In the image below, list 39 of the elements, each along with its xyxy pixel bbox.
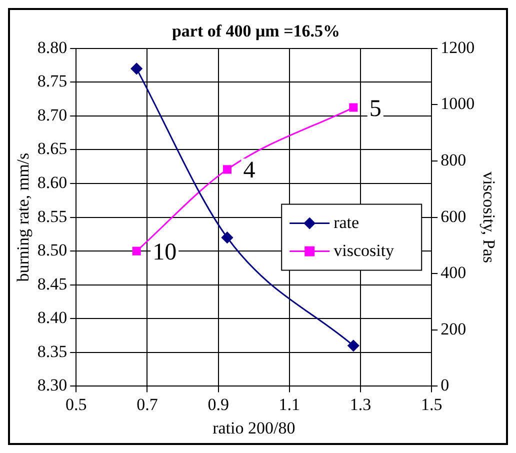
y2-tick-label: 600: [440, 206, 466, 226]
y2-tick-label: 0: [440, 376, 450, 395]
chart-title: part of 400 μm =16.5%: [172, 22, 340, 41]
point: [221, 232, 233, 244]
y2-axis-title: viscosity, Pas: [479, 172, 498, 264]
y-tick-label: 8.80: [37, 38, 68, 57]
x-tick-label: 0.5: [66, 394, 87, 414]
y2-tick-label: 1200: [440, 38, 475, 57]
y2-tick-label: 200: [440, 319, 466, 338]
x-tick-label: 1.1: [278, 394, 300, 414]
point: [348, 340, 360, 352]
y-tick-label: 8.40: [37, 308, 68, 328]
y-tick-label: 8.70: [37, 105, 68, 124]
x-tick-label: 0.7: [136, 394, 158, 414]
point: [222, 165, 232, 174]
y2-tick-label: 1000: [440, 94, 475, 114]
y2-tick-label: 800: [440, 150, 466, 170]
y-axis-title: burning rate, mm/s: [14, 152, 33, 282]
y-tick-label: 8.75: [37, 72, 68, 91]
x-tick-label: 1.5: [420, 394, 442, 414]
point: [349, 103, 358, 112]
y-tick-label: 8.60: [37, 172, 68, 192]
y-tick-label: 8.55: [37, 206, 68, 226]
y-tick-label: 8.65: [37, 139, 68, 158]
annotation: 4: [243, 158, 256, 184]
y-tick-label: 8.35: [37, 342, 68, 361]
point: [132, 246, 141, 256]
y-tick-label: 8.30: [37, 376, 68, 395]
legend-label: viscosity: [334, 240, 395, 260]
annotation: 10: [152, 239, 177, 266]
x-tick-label: 0.9: [208, 394, 229, 414]
x-axis-title: ratio 200/80: [212, 418, 296, 438]
y-tick-label: 8.50: [37, 240, 68, 260]
annotation: 5: [369, 96, 382, 122]
y-tick-label: 8.45: [37, 274, 68, 294]
x-tick-label: 1.3: [350, 394, 372, 414]
legend-label: rate: [334, 212, 360, 232]
y2-tick-label: 400: [440, 263, 466, 282]
point: [130, 62, 142, 74]
